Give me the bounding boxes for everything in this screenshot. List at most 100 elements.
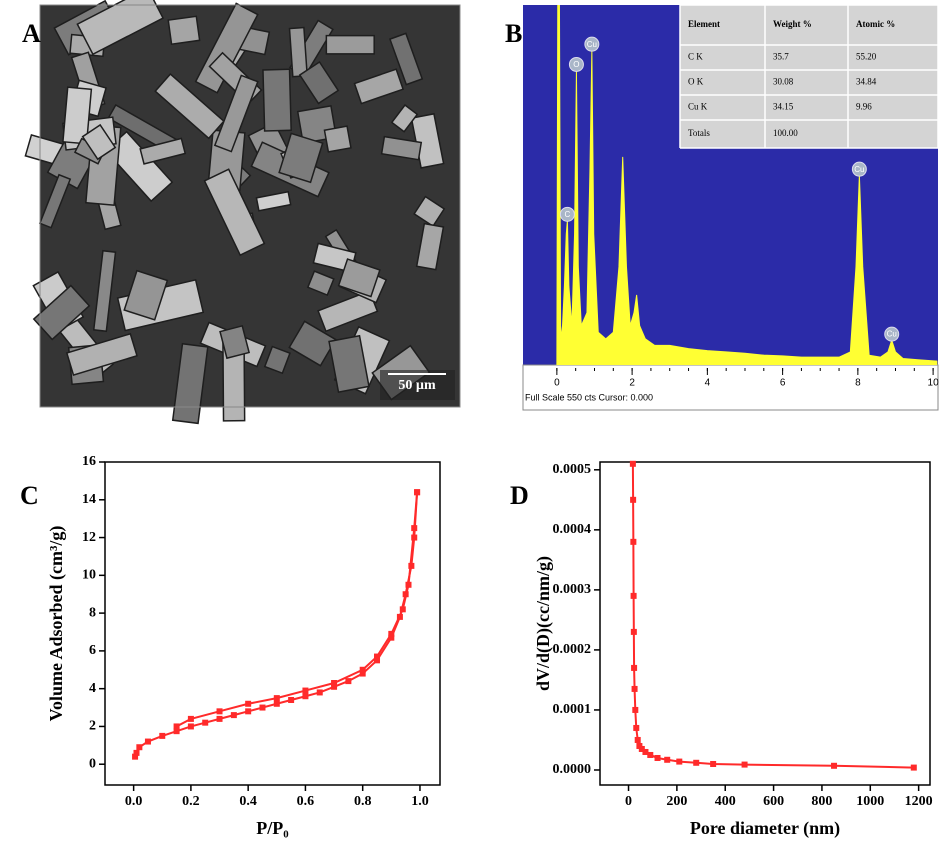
- peak-label: O: [573, 60, 579, 69]
- x-tick-label: 1.0: [411, 794, 429, 809]
- panel-label: D: [510, 481, 529, 510]
- y-tick-label: 0.0002: [553, 642, 592, 657]
- crystal: [288, 320, 337, 367]
- table-cell: Totals: [688, 128, 710, 138]
- data-point: [245, 700, 252, 707]
- crystal: [388, 32, 424, 86]
- peak-marker: [584, 36, 600, 52]
- x-tick-label: 0.0: [125, 794, 143, 809]
- data-point: [359, 670, 366, 677]
- x-tick-label: 1200: [905, 794, 933, 809]
- data-point: [132, 753, 139, 760]
- data-point: [647, 751, 654, 758]
- y-tick-label: 10: [82, 568, 96, 583]
- data-point: [136, 744, 143, 751]
- crystal: [81, 123, 117, 161]
- crystal: [337, 258, 381, 298]
- scale-bar-label: 50 µm: [398, 378, 436, 393]
- series-line: [134, 492, 419, 758]
- x-tick-label: 0.6: [297, 794, 315, 809]
- y-tick-label: 4: [89, 681, 96, 696]
- data-point: [693, 759, 700, 766]
- table-cell: 100.00: [773, 128, 798, 138]
- x-axis-label: Pore diameter (nm): [690, 818, 840, 839]
- crystal: [323, 125, 352, 153]
- crystal: [123, 269, 169, 321]
- table-cell: O K: [688, 77, 704, 87]
- plot-frame: [104, 461, 441, 786]
- data-point: [144, 738, 151, 745]
- data-point: [411, 525, 418, 532]
- y-tick-label: 0.0001: [553, 702, 592, 717]
- data-point: [345, 678, 352, 685]
- series-line: [176, 492, 419, 728]
- plot-frame: [599, 461, 931, 786]
- crystal: [32, 284, 91, 341]
- y-tick-label: 16: [82, 454, 96, 469]
- x-tick-label: 2: [629, 378, 635, 389]
- data-point: [216, 715, 223, 722]
- y-tick-label: 0.0005: [553, 462, 592, 477]
- peak-label: Cu: [854, 165, 864, 174]
- y-tick-label: 2: [89, 719, 96, 734]
- y-tick-label: 12: [82, 530, 96, 545]
- peak-marker: [884, 326, 900, 342]
- x-tick-label: 800: [811, 794, 832, 809]
- data-point: [245, 708, 252, 715]
- crystal: [390, 104, 419, 133]
- table-cell: 34.15: [773, 102, 794, 112]
- crystal: [413, 195, 446, 228]
- table-header: Weight %: [773, 19, 812, 29]
- crystal: [167, 15, 201, 46]
- frame: [39, 4, 461, 408]
- crystal: [415, 222, 445, 271]
- x-tick-label: 0: [554, 378, 560, 389]
- data-point: [633, 724, 640, 731]
- data-point: [710, 760, 717, 767]
- x-tick-label: 0.4: [239, 794, 257, 809]
- crystal: [171, 342, 209, 425]
- peak-marker: [559, 206, 575, 222]
- crystal: [154, 73, 225, 140]
- x-tick-label: 6: [780, 378, 786, 389]
- peak-label: Cu: [887, 330, 897, 339]
- data-point: [273, 700, 280, 707]
- data-point: [630, 538, 637, 545]
- crystal: [139, 137, 187, 165]
- crystal: [213, 74, 259, 153]
- data-point: [273, 695, 280, 702]
- data-point: [302, 693, 309, 700]
- y-tick-label: 14: [82, 492, 96, 507]
- y-tick-label: 8: [89, 605, 96, 620]
- spectrum-area: [556, 5, 938, 365]
- data-point: [654, 754, 661, 761]
- x-axis-label: P/P₀: [256, 818, 288, 838]
- crystal: [62, 86, 93, 145]
- table-cell: Cu K: [688, 102, 708, 112]
- data-point: [359, 666, 366, 673]
- x-tick-label: 10: [928, 378, 940, 389]
- x-tick-label: 400: [715, 794, 736, 809]
- table-cell: C K: [688, 52, 703, 62]
- data-point: [230, 712, 237, 719]
- crystal: [203, 168, 266, 257]
- peak-label: C: [565, 210, 571, 219]
- data-point: [629, 460, 636, 467]
- crystal: [306, 270, 335, 297]
- data-point: [642, 748, 649, 755]
- data-point: [630, 628, 637, 635]
- data-point: [405, 581, 412, 588]
- crystal: [380, 135, 423, 161]
- x-tick-label: 200: [666, 794, 687, 809]
- x-tick-label: 0.2: [182, 794, 200, 809]
- table-cell: 30.08: [773, 77, 794, 87]
- data-point: [414, 489, 421, 496]
- data-point: [133, 749, 140, 756]
- crystal: [262, 68, 292, 132]
- crystal: [278, 132, 324, 184]
- crystal: [298, 60, 340, 105]
- panel-label: B: [505, 19, 522, 48]
- peak-marker: [568, 56, 584, 72]
- footer: Full Scale 550 cts Cursor: 0.000: [525, 392, 653, 402]
